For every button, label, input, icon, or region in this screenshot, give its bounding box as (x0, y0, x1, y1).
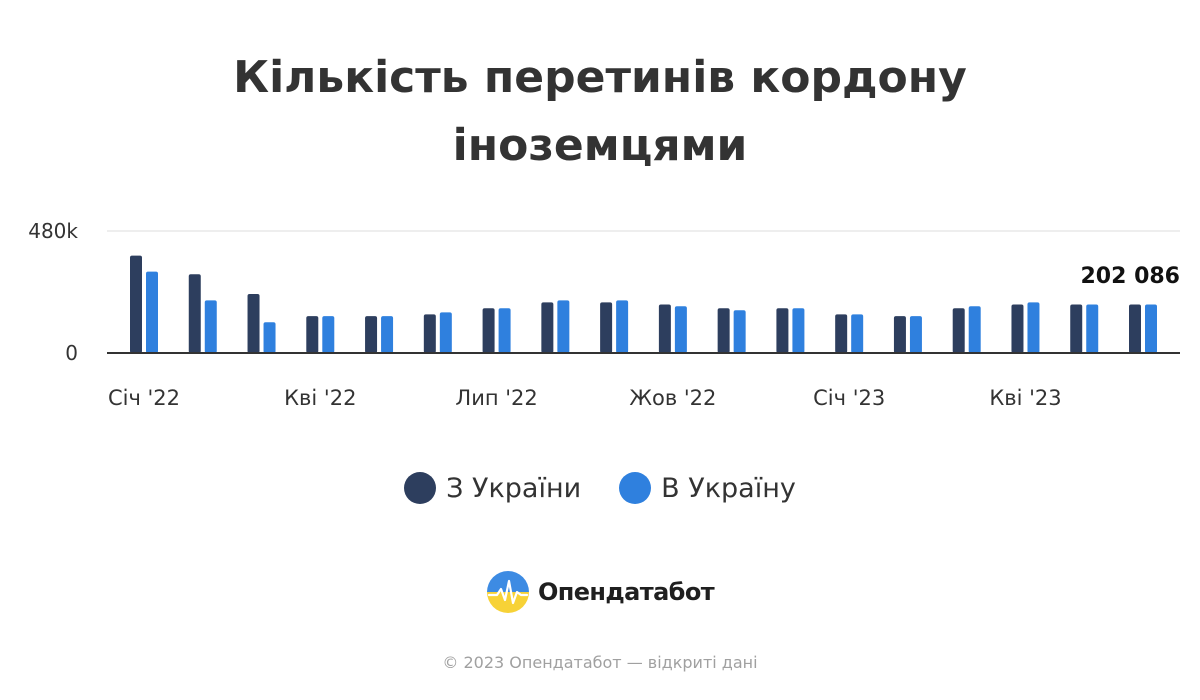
x-tick-label: Січ '22 (108, 386, 180, 410)
bar-from-ukraine (893, 316, 906, 353)
bar-from-ukraine (247, 294, 260, 353)
bar-to-ukraine (1027, 302, 1040, 353)
legend-label-to-ukraine: В Україну (661, 472, 796, 504)
y-tick-label: 0 (65, 341, 78, 365)
legend-marker-to-ukraine (619, 472, 652, 504)
bar-to-ukraine (263, 322, 276, 353)
bar-from-ukraine (188, 274, 201, 353)
bar-to-ukraine (616, 300, 629, 353)
bar-from-ukraine (130, 255, 142, 353)
bar-from-ukraine (835, 314, 848, 353)
x-tick-label: Лип '22 (455, 386, 537, 410)
bar-from-ukraine (658, 304, 671, 353)
chart-legend: З України В Україну (0, 472, 1200, 504)
x-tick-label: Кві '23 (989, 386, 1061, 410)
brand-logo[interactable]: Опендатабот (0, 570, 1200, 614)
bar-to-ukraine (439, 312, 452, 353)
bar-from-ukraine (776, 308, 789, 353)
chart-title: Кількість перетинів кордону іноземцями (0, 44, 1200, 180)
bar-to-ukraine (792, 308, 805, 353)
bar-to-ukraine (498, 308, 511, 353)
footer-copyright: © 2023 Опендатабот — відкриті дані (442, 653, 758, 672)
opendatabot-logo-icon (486, 571, 529, 613)
bar-from-ukraine (1070, 304, 1083, 353)
bar-from-ukraine (952, 308, 965, 353)
bar-to-ukraine (909, 316, 922, 353)
bar-to-ukraine (674, 306, 687, 353)
bar-to-ukraine (968, 306, 981, 353)
bar-chart: 0 480k Січ '22 Кві '22 Лип '22 Жов '22 Січ '23… (28, 219, 1180, 410)
x-tick-label: Жов '22 (629, 386, 716, 410)
data-label: 202 086 (1080, 264, 1180, 289)
bar-to-ukraine (204, 300, 217, 353)
legend-item-from-ukraine[interactable]: З України (404, 472, 581, 504)
x-tick-label: Січ '23 (813, 386, 885, 410)
chart-title-line-2: іноземцями (452, 120, 748, 171)
bar-from-ukraine (600, 302, 613, 353)
bar-to-ukraine (322, 316, 335, 353)
bar-to-ukraine (557, 300, 570, 353)
legend-marker-from-ukraine (404, 472, 437, 504)
y-tick-label: 480k (28, 219, 78, 243)
bar-from-ukraine (1011, 304, 1024, 353)
bar-from-ukraine (482, 308, 495, 353)
bar-to-ukraine (1145, 304, 1157, 353)
bar-from-ukraine (423, 314, 436, 353)
bar-from-ukraine (717, 308, 730, 353)
bar-to-ukraine (733, 310, 746, 353)
x-tick-label: Кві '22 (284, 386, 356, 410)
legend-label-from-ukraine: З України (446, 472, 582, 504)
bar-to-ukraine (1086, 304, 1099, 353)
bar-from-ukraine (306, 316, 319, 353)
bar-to-ukraine (146, 271, 158, 353)
bar-from-ukraine (365, 316, 378, 353)
bar-from-ukraine (1129, 304, 1141, 353)
brand-name: Опендатабот (537, 578, 715, 606)
bar-to-ukraine (851, 314, 864, 353)
legend-item-to-ukraine[interactable]: В Україну (619, 472, 796, 504)
chart-title-line-1: Кількість перетинів кордону (233, 52, 967, 103)
bar-to-ukraine (381, 316, 394, 353)
bar-from-ukraine (541, 302, 554, 353)
